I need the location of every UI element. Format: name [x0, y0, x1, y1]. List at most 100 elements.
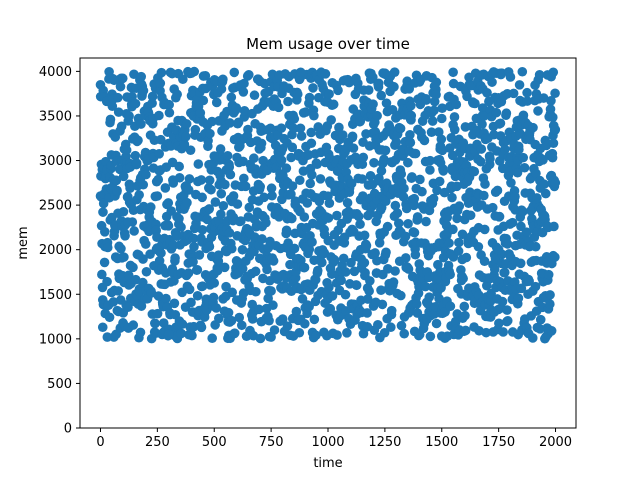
x-tick-label: 1250: [368, 435, 401, 450]
data-point: [184, 174, 195, 184]
data-point: [500, 144, 510, 155]
data-point: [459, 301, 470, 312]
data-point: [177, 319, 188, 329]
data-point: [291, 306, 302, 317]
data-point: [548, 138, 559, 149]
data-point: [340, 267, 351, 277]
data-point: [380, 68, 390, 78]
data-point: [324, 89, 334, 99]
data-point: [251, 286, 261, 297]
data-point: [141, 266, 152, 277]
data-point: [237, 264, 248, 274]
data-point: [434, 176, 445, 187]
data-point: [304, 92, 315, 103]
data-point: [421, 95, 432, 105]
data-point: [224, 162, 235, 172]
data-point: [326, 115, 336, 125]
data-point: [425, 155, 435, 166]
data-point: [247, 299, 258, 310]
data-point: [410, 148, 421, 159]
data-point: [550, 178, 561, 188]
data-point: [128, 262, 138, 273]
data-point: [401, 203, 412, 214]
data-point: [163, 198, 174, 208]
data-point: [436, 113, 447, 124]
data-point: [276, 155, 287, 166]
data-point: [99, 257, 110, 268]
data-point: [138, 277, 148, 288]
data-point: [154, 149, 164, 159]
data-point: [188, 257, 198, 267]
x-tick-label: 1750: [482, 435, 515, 450]
data-point: [295, 67, 306, 78]
data-point: [330, 255, 340, 266]
data-point: [364, 286, 374, 296]
data-point: [227, 287, 238, 298]
data-point: [436, 331, 447, 341]
data-point: [145, 202, 156, 212]
data-point: [533, 106, 543, 116]
data-point: [365, 171, 376, 181]
data-point: [119, 252, 129, 262]
data-point: [374, 238, 385, 248]
data-point: [161, 293, 171, 304]
data-point: [226, 92, 237, 103]
data-point: [514, 144, 524, 155]
data-point: [546, 96, 556, 106]
data-point: [497, 163, 508, 174]
data-point: [332, 330, 342, 340]
data-point: [311, 330, 321, 341]
data-point: [386, 305, 397, 316]
data-point: [299, 212, 310, 222]
chart-title: Mem usage over time: [246, 35, 410, 53]
data-point: [480, 179, 490, 189]
data-point: [255, 181, 265, 192]
data-point: [410, 249, 421, 260]
data-point: [512, 167, 523, 178]
data-point: [495, 118, 506, 129]
data-point: [196, 322, 207, 333]
data-point: [192, 290, 203, 301]
data-point: [112, 92, 123, 103]
data-point: [97, 269, 107, 280]
data-point: [276, 123, 287, 133]
data-point: [258, 155, 268, 166]
data-point: [226, 243, 237, 254]
data-point: [197, 225, 208, 235]
data-point: [540, 188, 551, 199]
data-point: [502, 239, 513, 249]
data-point: [515, 258, 526, 269]
data-point: [109, 75, 119, 86]
data-point: [174, 161, 184, 172]
data-point: [550, 252, 560, 262]
y-tick-label: 500: [47, 377, 72, 392]
data-point: [113, 286, 124, 296]
data-point: [428, 193, 439, 204]
x-tick-label: 250: [145, 435, 170, 450]
y-tick-label: 4000: [39, 65, 72, 80]
data-point: [461, 252, 472, 263]
data-point: [234, 312, 245, 323]
data-point: [118, 206, 129, 217]
data-point: [403, 218, 413, 229]
data-point: [169, 298, 180, 309]
data-point: [373, 78, 384, 89]
data-point: [239, 105, 250, 116]
data-point: [225, 169, 236, 180]
data-point: [498, 327, 508, 337]
data-point: [163, 221, 174, 231]
y-tick-label: 2500: [39, 199, 72, 214]
data-point: [376, 90, 387, 101]
data-point: [223, 307, 234, 318]
data-point: [347, 131, 358, 142]
data-point: [218, 74, 228, 85]
data-point: [307, 170, 317, 180]
data-point: [152, 308, 163, 319]
data-point: [218, 200, 229, 211]
data-point: [197, 192, 207, 203]
data-point: [325, 303, 336, 314]
data-point: [390, 266, 400, 276]
data-point: [406, 110, 417, 121]
data-point: [545, 299, 555, 309]
data-point: [342, 198, 353, 208]
